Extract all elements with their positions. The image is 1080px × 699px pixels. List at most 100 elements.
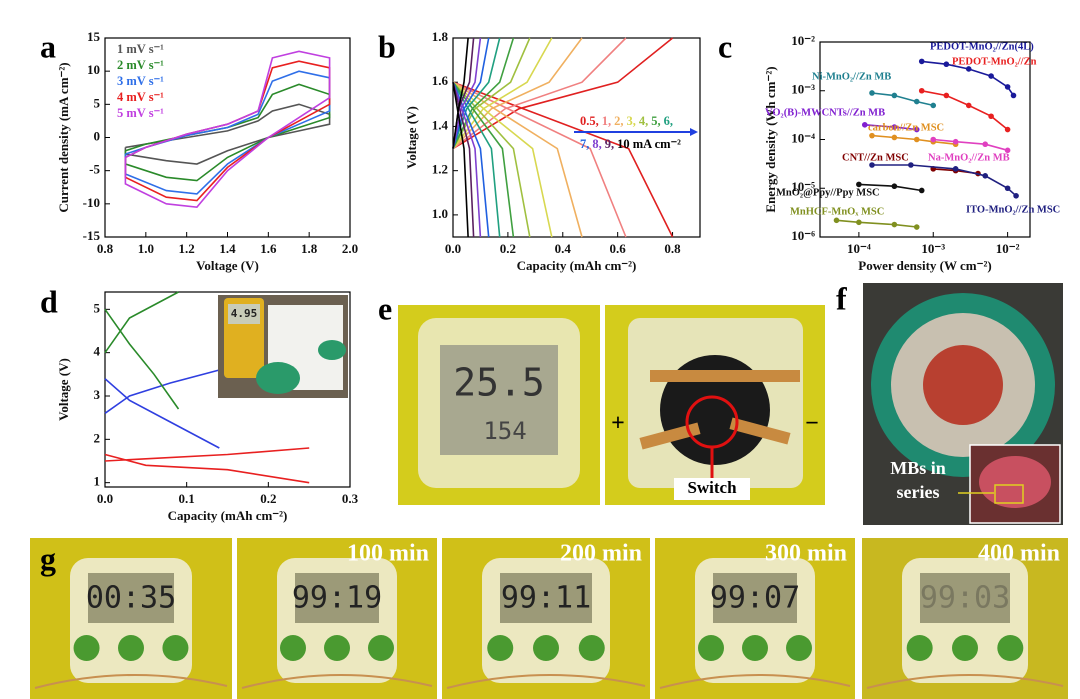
y-tick-label: 1.4 — [432, 117, 449, 132]
legend-entry: 3 mV s⁻¹ — [117, 74, 164, 88]
x-tick-label: 1.2 — [179, 241, 195, 256]
y-tick-label: 5 — [94, 95, 101, 110]
panel-letter: b — [378, 28, 396, 64]
timer-button — [533, 635, 559, 661]
point — [869, 90, 875, 96]
x-tick-label: 2.0 — [342, 241, 358, 256]
series-line — [104, 447, 310, 484]
temperature-display: 25.5 — [453, 361, 545, 405]
y-tick-label: 1.8 — [432, 29, 449, 44]
point — [982, 141, 989, 148]
time-label: 300 min — [765, 541, 847, 567]
point — [930, 102, 937, 109]
legend-entry: 3, — [627, 114, 636, 128]
panel-letter: f — [836, 280, 847, 316]
legend: 0.5, 1, 2, 3, 4, 5, 6, — [580, 114, 673, 128]
y-axis-label: Energy density (Wh cm⁻²) — [763, 66, 778, 212]
panel-letter: c — [718, 28, 732, 64]
point — [891, 124, 898, 130]
timer-button — [698, 635, 724, 661]
timer-button — [906, 635, 933, 661]
series-annotation: MnHCF-MnOₓ MSC — [790, 206, 884, 217]
point — [988, 113, 994, 120]
series-annotation: VO₂(B)-MWCNTs//Zn MB — [765, 107, 885, 118]
point — [918, 87, 925, 94]
time-label: 100 min — [347, 541, 429, 567]
y-axis-label: Current density (mA cm⁻²) — [56, 62, 71, 212]
point — [1004, 185, 1011, 192]
y-tick-label: 1.2 — [432, 162, 448, 177]
y-tick-label: 10⁻⁶ — [791, 228, 815, 243]
point — [982, 173, 989, 179]
panel-letter: e — [378, 290, 392, 326]
y-tick-label: 3 — [94, 387, 101, 402]
x-tick-label: 10⁻⁴ — [847, 241, 871, 256]
circuit-photo: Switch + − — [605, 305, 825, 505]
legend-entry: 1, — [602, 114, 611, 128]
legend-entry: 5 mV s⁻¹ — [117, 106, 164, 120]
y-tick-label: 10 — [87, 62, 100, 77]
glove — [318, 340, 346, 360]
y-tick-label: 15 — [87, 29, 101, 44]
series-annotation: PEDOT-MnO₂//Zn(4L) — [930, 41, 1034, 52]
point — [856, 219, 862, 226]
legend: 7, 8, 9, 10 mA cm⁻² — [580, 137, 681, 151]
series-annotation: PEDOT-MnO₂//Zn — [952, 56, 1037, 67]
timer-display: 99:07 — [710, 581, 800, 616]
point — [952, 138, 959, 145]
minus-label: − — [805, 411, 819, 437]
legend-entry: 4 mV s⁻¹ — [117, 90, 164, 104]
point — [856, 181, 862, 188]
x-tick-label: 0.2 — [260, 491, 276, 506]
series-line — [933, 138, 1008, 152]
switch-label: Switch — [687, 478, 737, 497]
y-tick-label: -5 — [89, 162, 100, 177]
plot-frame — [104, 291, 351, 488]
series-annotation: Ni-MnO₂//Zn MB — [812, 71, 891, 82]
timer-lcd — [500, 573, 592, 623]
point — [908, 162, 914, 168]
timer-button — [578, 635, 605, 661]
point — [869, 162, 875, 168]
y-tick-label: 1 — [94, 474, 101, 489]
series-line — [836, 219, 917, 228]
lcd — [440, 345, 558, 455]
point — [965, 102, 972, 109]
timer-button — [118, 635, 144, 661]
point — [1004, 147, 1011, 154]
x-tick-label: 0.4 — [555, 241, 572, 256]
multimeter-display: 4.95 — [231, 307, 258, 320]
mbs-label: MBs in — [890, 458, 946, 478]
timer-display: 99:11 — [501, 581, 591, 616]
switch-label-bg — [674, 478, 750, 500]
legend-entry: 8, — [592, 137, 601, 151]
fan-blades — [923, 345, 1003, 425]
point — [1013, 193, 1019, 199]
legend-entry: 9, — [605, 137, 614, 151]
point — [891, 134, 898, 141]
timer-button — [786, 635, 812, 661]
multimeter-screen — [228, 304, 260, 324]
y-tick-label: -10 — [83, 195, 100, 210]
x-tick-label: 0.0 — [445, 241, 461, 256]
thermometer-photo: 25.5 154 — [398, 305, 600, 505]
copper-tape — [729, 417, 791, 445]
fan-photo: MBs in series — [863, 283, 1063, 525]
x-axis-label: Voltage (V) — [196, 258, 259, 273]
x-tick-label: 10⁻³ — [921, 241, 945, 256]
inset-device — [979, 456, 1051, 508]
plot-frame — [819, 41, 1031, 238]
legend-entry: 2, — [614, 114, 623, 128]
legend-arrowhead — [690, 128, 698, 136]
timer-button — [162, 635, 189, 661]
series-annotation: carbon//Zn MSC — [868, 122, 944, 133]
timer-display: 00:35 — [86, 581, 176, 616]
y-tick-label: 1.0 — [432, 206, 448, 221]
point — [833, 217, 840, 224]
timer-lcd — [713, 573, 797, 623]
x-tick-label: 1.0 — [138, 241, 154, 256]
timer-button — [742, 635, 768, 661]
y-tick-label: 10⁻⁴ — [791, 130, 815, 145]
charts: a0.8 1.0 1.2 1.4 1.6 1.8 2.0-15-10-5051015Volt… — [40, 28, 1060, 523]
timer-button — [368, 635, 394, 661]
